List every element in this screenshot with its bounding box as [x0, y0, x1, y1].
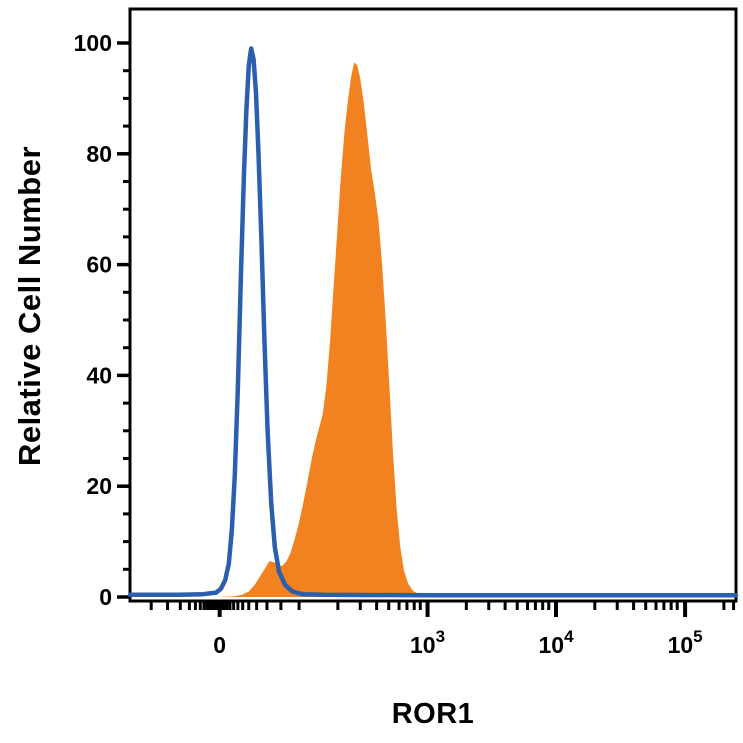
- y-tick-label: 100: [74, 30, 112, 56]
- x-tick-label: 0: [213, 632, 226, 658]
- x-tick-label: 103: [410, 627, 445, 658]
- x-tick-label: 105: [668, 627, 703, 658]
- y-axis: 0 20 40 60 80 100: [74, 30, 130, 610]
- x-tick-label: 104: [538, 627, 574, 658]
- y-axis-title: Relative Cell Number: [12, 145, 47, 467]
- x-axis-title: ROR1: [391, 698, 475, 730]
- orange-filled-histogram: [130, 62, 736, 597]
- y-tick-label: 40: [86, 362, 112, 388]
- y-tick-label: 20: [86, 473, 112, 499]
- plot-border: [128, 7, 738, 603]
- blue-outline-histogram: [127, 46, 739, 598]
- y-tick-label: 0: [99, 584, 112, 610]
- y-tick-label: 60: [86, 252, 112, 278]
- y-tick-label: 80: [86, 141, 112, 167]
- x-axis: 0 103 104 105: [149, 601, 736, 658]
